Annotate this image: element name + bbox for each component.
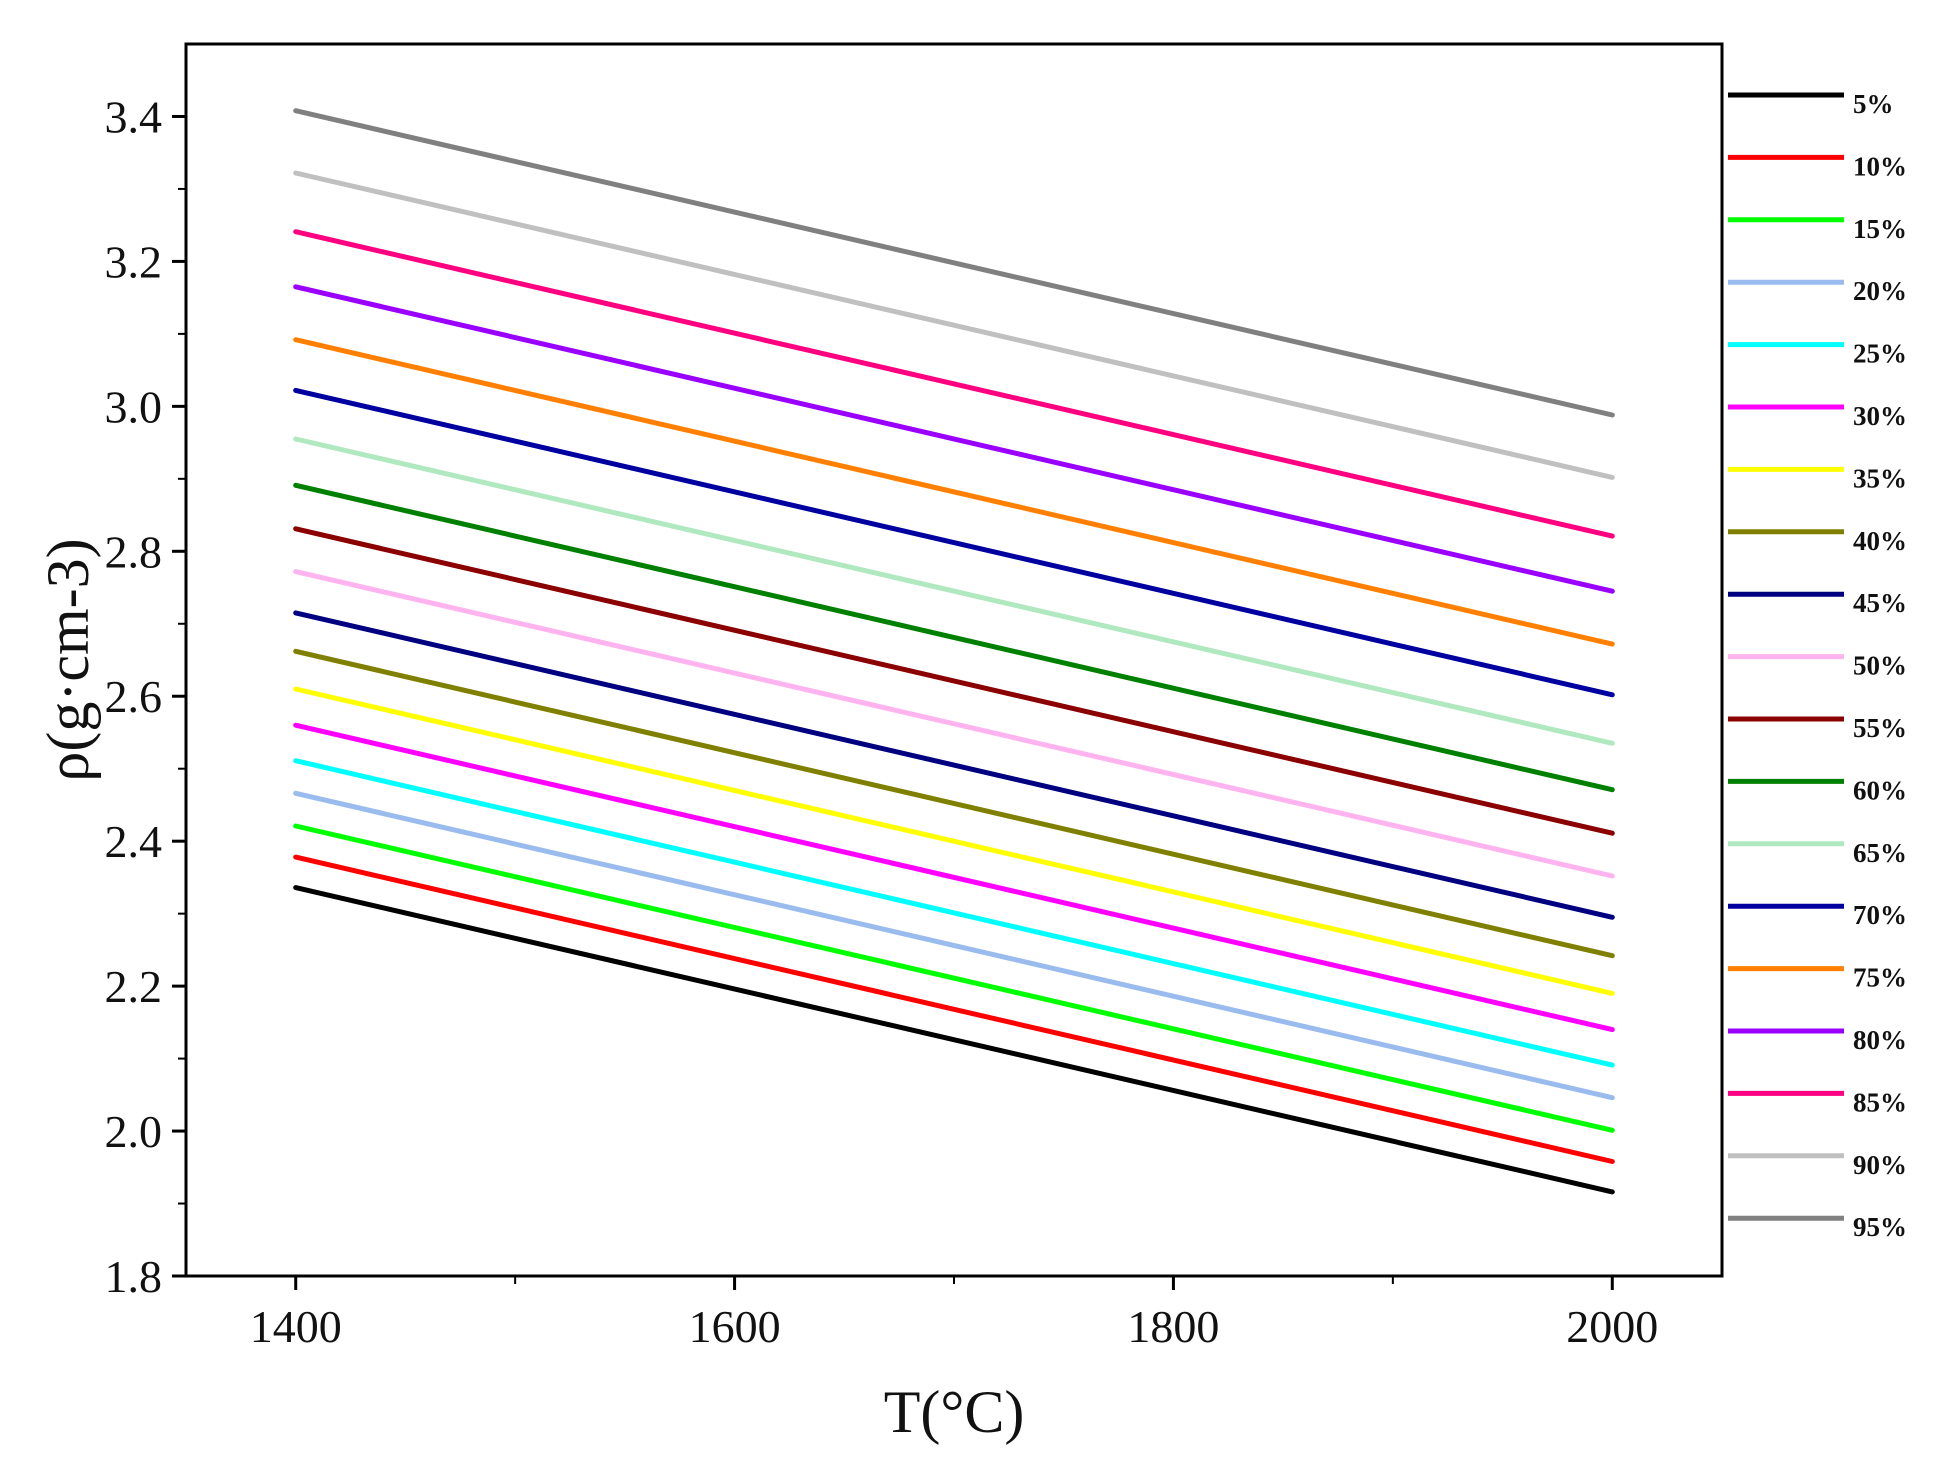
y-tick-label: 2.6: [105, 671, 163, 722]
legend-item: 45%: [1728, 588, 1907, 618]
axes-layer: [184, 42, 1724, 1278]
series-line-12: [293, 482, 1615, 793]
series-line-17: [293, 229, 1615, 539]
series-line-5: [293, 758, 1615, 1068]
series-line-1: [293, 885, 1615, 1195]
series-line-19: [293, 108, 1615, 418]
legend-item: 70%: [1728, 900, 1907, 930]
x-tick-label: 1400: [250, 1301, 342, 1352]
legend-item: 20%: [1728, 276, 1907, 306]
series-line-3: [293, 823, 1615, 1133]
y-tick-label: 2.8: [105, 526, 163, 577]
legend-item: 55%: [1728, 713, 1907, 743]
series-line-10: [293, 569, 1615, 879]
y-tick-label: 2.0: [105, 1106, 163, 1157]
series-line-16: [293, 284, 1615, 594]
legend-label: 70%: [1853, 900, 1907, 930]
legend-item: 15%: [1728, 214, 1907, 244]
legend-item: 25%: [1728, 339, 1907, 369]
legend-item: 5%: [1728, 89, 1894, 119]
y-tick-label: 2.2: [105, 961, 163, 1012]
legend-item: 80%: [1728, 1025, 1907, 1055]
x-tick-label: 1600: [689, 1301, 781, 1352]
series-line-13: [293, 436, 1615, 746]
y-tick-label: 3.4: [105, 91, 163, 142]
legend-item: 30%: [1728, 401, 1907, 431]
series-line-18: [293, 170, 1615, 480]
series-line-7: [293, 686, 1615, 996]
series-line-9: [293, 610, 1615, 920]
series-line-15: [293, 337, 1615, 647]
legend-item: 90%: [1728, 1150, 1907, 1180]
legend-label: 10%: [1853, 151, 1907, 181]
legend-item: 60%: [1728, 775, 1907, 805]
legend-label: 65%: [1853, 838, 1907, 868]
legend-item: 50%: [1728, 651, 1907, 681]
legend-label: 80%: [1853, 1025, 1907, 1055]
series-layer: [293, 108, 1615, 1195]
legend-label: 55%: [1853, 713, 1907, 743]
legend-label: 85%: [1853, 1087, 1907, 1117]
legend-label: 40%: [1853, 526, 1907, 556]
legend-item: 85%: [1728, 1087, 1907, 1117]
legend-item: 65%: [1728, 838, 1907, 868]
legend-item: 10%: [1728, 151, 1907, 181]
y-tick-label: 3.2: [105, 236, 163, 287]
legend-label: 5%: [1853, 89, 1894, 119]
legend-label: 50%: [1853, 651, 1907, 681]
series-line-4: [293, 790, 1615, 1101]
ticks-layer: 1400 1600 1800 2000 1.8 2.0 2.2 2.4 2.6 2.8 3.0 3.2…: [105, 91, 1659, 1352]
legend-label: 30%: [1853, 401, 1907, 431]
x-tick-label: 2000: [1566, 1301, 1658, 1352]
x-tick-label: 1800: [1127, 1301, 1219, 1352]
legend-label: 95%: [1853, 1212, 1907, 1242]
legend-item: 35%: [1728, 463, 1907, 493]
legend-label: 60%: [1853, 775, 1907, 805]
series-line-2: [293, 854, 1615, 1164]
series-line-14: [293, 387, 1615, 698]
x-axis-title: T(°C): [884, 1379, 1025, 1445]
series-line-11: [293, 526, 1615, 836]
legend-label: 75%: [1853, 963, 1907, 993]
legend-label: 15%: [1853, 214, 1907, 244]
legend-item: 40%: [1728, 526, 1907, 556]
y-axis-title: ρ(g·cm-3): [35, 538, 101, 781]
y-tick-label: 2.4: [105, 816, 163, 867]
legend-item: 95%: [1728, 1212, 1907, 1242]
y-tick-label: 1.8: [105, 1251, 163, 1302]
plot-frame: [184, 42, 1724, 1278]
series-line-6: [293, 722, 1615, 1033]
legend: 5% 10% 15% 20% 25% 30% 35% 40% 45% 50% 55% 60% 65% 70…: [1728, 89, 1907, 1242]
legend-label: 45%: [1853, 588, 1907, 618]
legend-label: 20%: [1853, 276, 1907, 306]
legend-item: 75%: [1728, 963, 1907, 993]
series-line-8: [293, 648, 1615, 959]
legend-label: 35%: [1853, 463, 1907, 493]
y-tick-label: 3.0: [105, 381, 163, 432]
legend-label: 90%: [1853, 1150, 1907, 1180]
legend-label: 25%: [1853, 339, 1907, 369]
